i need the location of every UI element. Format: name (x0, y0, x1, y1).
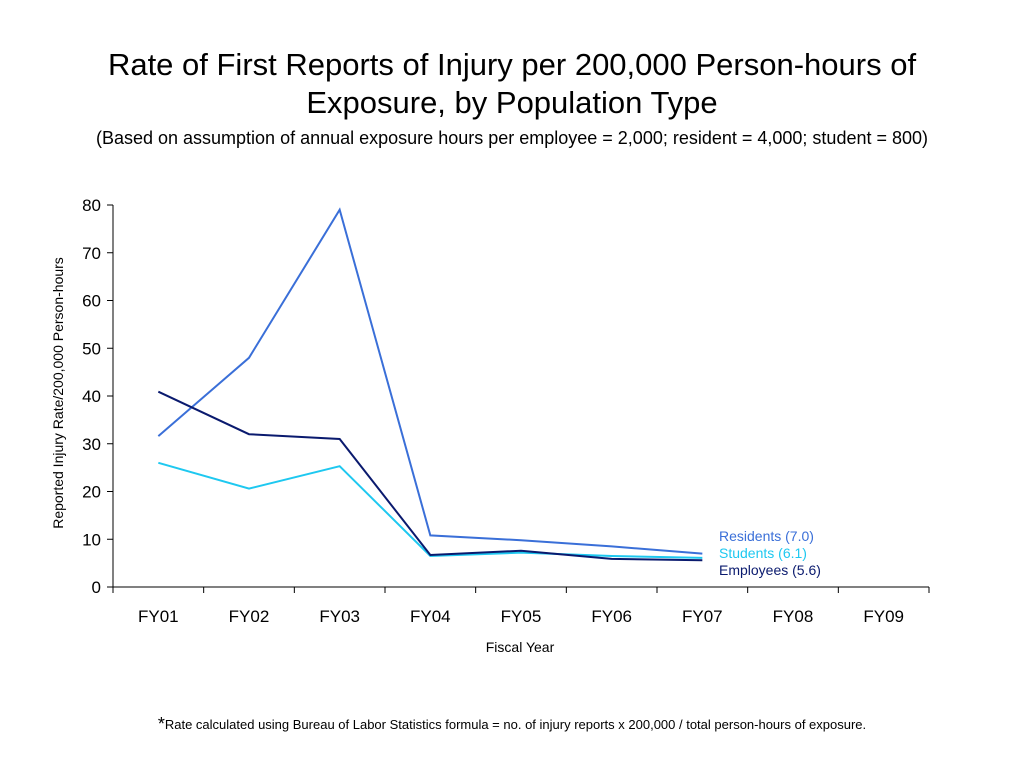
x-tick-label: FY03 (319, 607, 360, 626)
chart-axes: 0 10 20 30 40 50 60 70 80 FY01 FY02 FY03 FY04 FY05 FY0… (82, 196, 930, 626)
x-tick-label: FY05 (501, 607, 542, 626)
y-tick-label: 60 (82, 292, 101, 311)
legend-employees: Employees (5.6) (719, 562, 821, 578)
chart-title-line-2: Exposure, by Population Type (306, 85, 718, 120)
x-tick-label: FY02 (229, 607, 270, 626)
x-tick-label: FY07 (682, 607, 723, 626)
x-axis-label: Fiscal Year (486, 639, 555, 655)
x-tick-label: FY09 (863, 607, 904, 626)
chart-legend: Residents (7.0)Students (6.1)Employees (… (719, 528, 821, 578)
footnote: *Rate calculated using Bureau of Labor S… (0, 714, 1024, 735)
y-axis-label: Reported Injury Rate/200,000 Person-hour… (50, 257, 66, 529)
legend-residents: Residents (7.0) (719, 528, 814, 544)
y-tick-label: 0 (92, 578, 101, 597)
x-tick-label: FY01 (138, 607, 179, 626)
chart-series (157, 207, 703, 562)
employees-series-line (157, 390, 703, 562)
legend-students: Students (6.1) (719, 545, 807, 561)
y-tick-label: 80 (82, 196, 101, 215)
footnote-text: Rate calculated using Bureau of Labor St… (164, 717, 867, 732)
chart-subtitle: (Based on assumption of annual exposure … (95, 128, 929, 148)
chart-title-line-1: Rate of First Reports of Injury per 200,… (107, 47, 917, 82)
y-tick-label: 20 (82, 483, 101, 502)
injury-rate-line-chart: 0 10 20 30 40 50 60 70 80 FY01 FY02 FY03 FY04 FY05 FY0… (50, 196, 930, 655)
y-tick-label: 70 (82, 244, 101, 263)
x-tick-label: FY04 (410, 607, 451, 626)
x-tick-label: FY08 (773, 607, 814, 626)
y-tick-label: 30 (82, 435, 101, 454)
y-tick-label: 10 (82, 530, 101, 549)
footnote-asterisk: * (157, 714, 165, 734)
y-tick-label: 40 (82, 387, 101, 406)
x-tick-label: FY06 (591, 607, 632, 626)
residents-series-line (157, 207, 703, 555)
y-tick-label: 50 (82, 339, 101, 358)
students-series-line (158, 461, 703, 559)
chart-title: Rate of First Reports of Injury per 200,… (0, 46, 1024, 122)
